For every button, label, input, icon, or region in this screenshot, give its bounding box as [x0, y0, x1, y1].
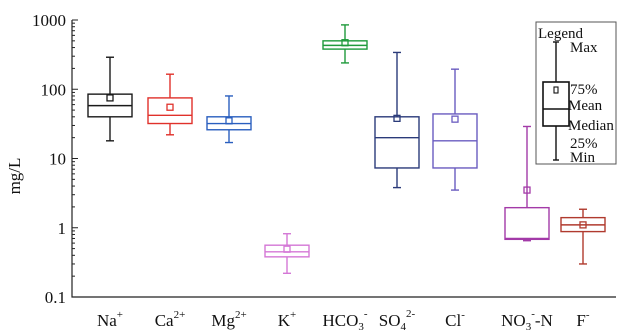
mean-marker — [523, 186, 531, 194]
box-group-8 — [560, 208, 606, 265]
legend-label-q3: 75% — [570, 82, 598, 98]
y-tick-label: 1 — [58, 219, 67, 238]
box-group-2 — [206, 95, 252, 144]
mean-marker — [451, 115, 459, 123]
legend-box — [535, 21, 617, 165]
x-tick-label: Ca2+ — [155, 309, 186, 330]
legend-label-median: Median — [568, 118, 614, 134]
x-tick-label: F- — [576, 309, 589, 330]
y-tick-label: 10 — [49, 150, 66, 169]
mean-marker — [393, 114, 401, 122]
mean-marker — [341, 39, 349, 47]
box-iqr — [504, 206, 550, 241]
box-group-3 — [264, 233, 310, 274]
legend-mean-marker — [553, 86, 559, 94]
box-group-1 — [147, 73, 193, 136]
box-group-5 — [374, 51, 420, 189]
x-tick-label: K+ — [278, 309, 297, 330]
x-tick-label: Cl- — [445, 309, 465, 330]
mean-marker — [166, 103, 174, 111]
x-tick-label: HCO3- — [322, 308, 367, 330]
x-tick-label: SO42- — [379, 308, 416, 330]
x-tick-label: NO3--N — [501, 308, 553, 330]
mean-marker — [579, 221, 587, 229]
box-group-0 — [87, 56, 133, 142]
mean-marker — [225, 117, 233, 125]
mean-marker — [283, 245, 291, 253]
legend-iqr-box — [542, 81, 570, 127]
y-axis-label: mg/L — [5, 158, 24, 195]
legend-label-max: Max — [570, 40, 598, 56]
x-tick-label: Mg2+ — [211, 309, 246, 330]
y-tick-label: 1000 — [32, 11, 66, 30]
legend-title: Legend — [538, 26, 583, 42]
box-iqr — [374, 116, 420, 169]
x-tick-label: Na+ — [97, 309, 123, 330]
plot-axes — [71, 20, 616, 298]
box-group-7 — [504, 125, 550, 242]
legend-label-min: Min — [570, 150, 596, 166]
box-group-4 — [322, 24, 368, 64]
box-iqr — [147, 97, 193, 125]
box-group-6 — [432, 68, 478, 191]
y-tick-label: 100 — [41, 80, 67, 99]
legend-label-mean: Mean — [568, 98, 603, 114]
box-iqr — [264, 244, 310, 258]
mean-marker — [106, 94, 114, 102]
legend-label-q1: 25% — [570, 136, 598, 152]
y-tick-label: 0.1 — [45, 288, 66, 307]
